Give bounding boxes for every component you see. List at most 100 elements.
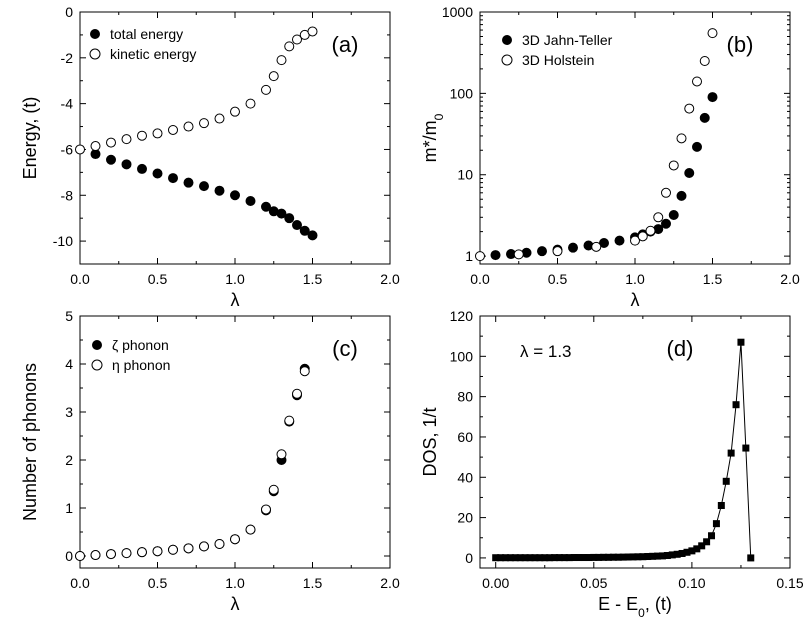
x-tick-label: 0.15	[776, 575, 803, 591]
data-point	[200, 119, 209, 128]
panel-b: 0.0 0.5 1.0 1.5 2.0 1 10 100 1000 λ m*/m0 (b) 3D Jah…	[420, 4, 800, 310]
data-point	[693, 77, 702, 86]
data-point	[200, 542, 209, 551]
y-tick-label: 0	[465, 550, 473, 566]
y-tick-label: 100	[450, 348, 474, 364]
data-point	[262, 505, 271, 514]
data-point	[742, 445, 749, 452]
y-tick-label: 10	[457, 167, 473, 183]
legend-marker	[90, 29, 100, 39]
y-tick-label: 40	[457, 469, 473, 485]
panel-c: 0.0 0.5 1.0 1.5 2.0012345λNumber of phonons(…	[20, 308, 400, 614]
data-point	[215, 186, 224, 195]
data-point	[723, 478, 730, 485]
data-point	[285, 42, 294, 51]
data-point	[491, 251, 500, 260]
series-0	[492, 339, 754, 562]
data-point	[107, 155, 116, 164]
panel-a: 0.0 0.5 1.0 1.5 2.00-2-4-6-8-10λEnergy, (t)(…	[20, 4, 400, 310]
data-point	[685, 104, 694, 113]
data-point	[138, 164, 147, 173]
data-point	[669, 211, 678, 220]
legend-label: 3D Jahn-Teller	[522, 32, 613, 48]
data-point	[184, 122, 193, 131]
data-point	[733, 401, 740, 408]
data-point	[708, 532, 715, 539]
data-point	[677, 191, 686, 200]
data-point	[269, 72, 278, 81]
data-point	[737, 339, 744, 346]
data-point	[262, 85, 271, 94]
x-tick-label: 0.0	[70, 575, 90, 591]
data-point	[654, 213, 663, 222]
data-point	[553, 247, 562, 256]
data-point	[638, 232, 647, 241]
y-tick-label: 100	[450, 85, 474, 101]
data-point	[308, 231, 317, 240]
legend-marker	[502, 55, 512, 65]
y-tick-label: 0	[65, 548, 73, 564]
data-point	[708, 93, 717, 102]
y-tick-label: 20	[457, 510, 473, 526]
series-3d-holstein	[476, 29, 718, 261]
data-point	[76, 145, 85, 154]
data-point	[285, 214, 294, 223]
legend-label: total energy	[110, 26, 183, 42]
data-point	[231, 107, 240, 116]
legend-label: 3D Holstein	[522, 52, 594, 68]
data-point	[153, 129, 162, 138]
y-tick-label: 1000	[442, 4, 473, 20]
x-tick-label: 0.05	[580, 575, 607, 591]
legend-label: ζ phonon	[112, 337, 169, 353]
x-tick-label: 0.5	[148, 575, 168, 591]
data-point	[685, 169, 694, 178]
y-tick-label: 5	[65, 308, 73, 324]
panel-d: 0.00 0.05 0.10 0.15020406080100120E - E0, (…	[420, 308, 803, 620]
data-point	[231, 191, 240, 200]
legend-marker	[502, 35, 512, 45]
legend-label: kinetic energy	[110, 46, 196, 62]
legend: 3D Jahn-Teller 3D Holstein	[502, 32, 613, 68]
legend-label: η phonon	[112, 357, 170, 373]
legend-marker	[90, 49, 100, 59]
data-point	[91, 551, 100, 560]
data-point	[293, 389, 302, 398]
x-tick-label: 2.0	[380, 575, 400, 591]
data-point	[646, 226, 655, 235]
x-tick-label: 2.0	[780, 271, 800, 287]
series--phonon	[76, 367, 310, 561]
data-point	[246, 197, 255, 206]
x-tick-label: 1.0	[225, 575, 245, 591]
data-point	[615, 236, 624, 245]
data-point	[677, 134, 686, 143]
data-point	[269, 485, 278, 494]
data-point	[184, 178, 193, 187]
panel-label: (d)	[667, 336, 694, 361]
y-tick-label: 1	[465, 248, 473, 264]
legend: total energy kinetic energy	[90, 26, 196, 62]
panel-label: (b)	[727, 32, 754, 57]
data-point	[122, 135, 131, 144]
x-axis-label: λ	[231, 290, 240, 310]
data-point	[153, 547, 162, 556]
data-point	[107, 550, 116, 559]
y-axis-label: Energy, (t)	[20, 97, 40, 180]
y-tick-label: 120	[450, 308, 474, 324]
x-tick-label: 1.5	[703, 271, 723, 287]
data-point	[184, 544, 193, 553]
x-axis-label: λ	[631, 290, 640, 310]
data-point	[693, 142, 702, 151]
data-point	[277, 56, 286, 65]
series-total-energy	[91, 150, 317, 240]
x-tick-label: 0.10	[678, 575, 705, 591]
data-point	[153, 169, 162, 178]
x-tick-label: 1.0	[225, 271, 245, 287]
data-point	[122, 160, 131, 169]
data-point	[138, 131, 147, 140]
data-point	[662, 188, 671, 197]
data-point	[246, 99, 255, 108]
series-line	[496, 342, 751, 558]
x-axis-label: E - E0, (t)	[598, 594, 672, 620]
data-point	[293, 221, 302, 230]
data-point	[747, 554, 754, 561]
